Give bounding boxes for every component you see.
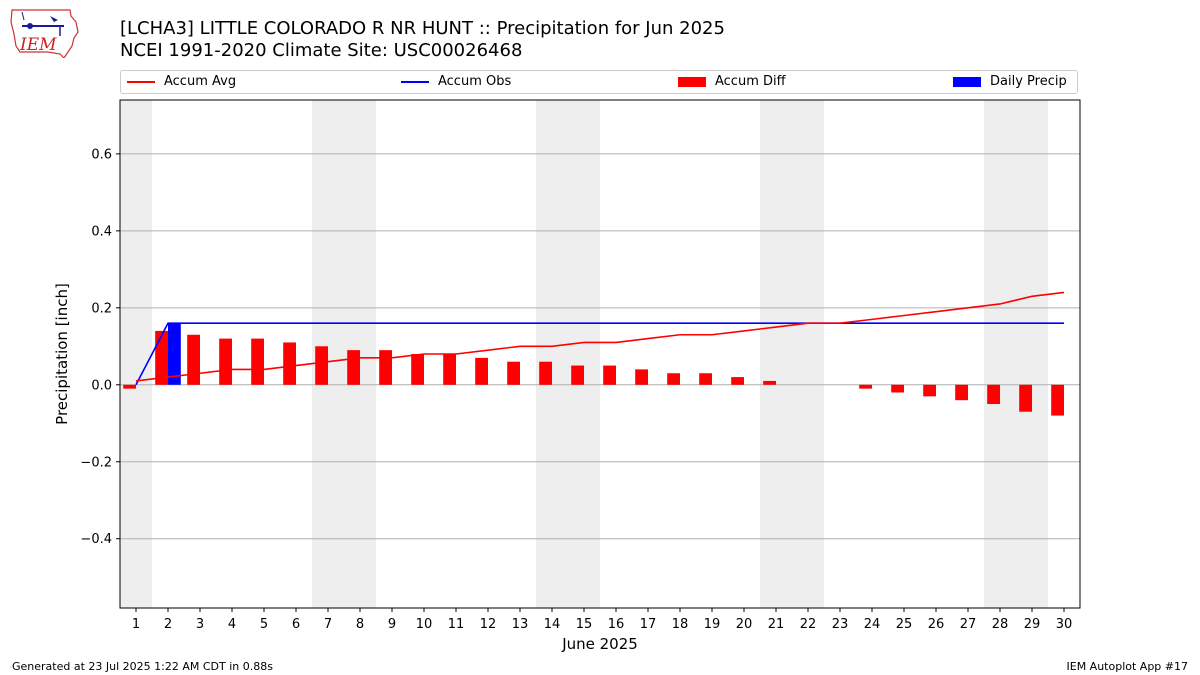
y-tick-label: −0.4 <box>80 532 112 547</box>
y-axis-label: Precipitation [inch] <box>53 283 71 425</box>
diff-bar-day-30 <box>1051 384 1064 416</box>
x-tick-label: 22 <box>800 617 817 632</box>
y-tick-label: 0.2 <box>91 301 112 316</box>
diff-bar-day-2 <box>155 330 168 385</box>
logo-text: IEM <box>19 35 57 55</box>
x-tick-label: 24 <box>864 617 881 632</box>
x-tick-label: 14 <box>544 617 561 632</box>
x-tick-label: 4 <box>228 617 236 632</box>
x-tick-label: 10 <box>416 617 433 632</box>
legend-item-accum-diff: Accum Diff <box>678 74 786 92</box>
y-tick-label: −0.2 <box>80 455 112 470</box>
x-tick-label: 26 <box>928 617 945 632</box>
diff-bar-day-15 <box>571 365 584 385</box>
diff-bar-day-9 <box>379 350 392 385</box>
accum-avg-line <box>135 291 1065 382</box>
legend-swatch-accum-avg <box>127 80 155 83</box>
diff-bar-day-25 <box>891 384 904 393</box>
x-tick-label: 30 <box>1056 617 1073 632</box>
chart-title: [LCHA3] LITTLE COLORADO R NR HUNT :: Pre… <box>120 18 725 39</box>
diff-bar-day-24 <box>859 384 872 389</box>
weekend-shade-2 <box>536 100 600 608</box>
x-tick-label: 20 <box>736 617 753 632</box>
diff-bar-day-27 <box>955 384 968 401</box>
y-tick-label: 0.4 <box>91 224 112 239</box>
x-tick-label: 11 <box>448 617 465 632</box>
x-tick-label: 5 <box>260 617 268 632</box>
x-tick-label: 2 <box>164 617 172 632</box>
x-tick-label: 28 <box>992 617 1009 632</box>
weekend-shade-4 <box>984 100 1048 608</box>
plot-frame <box>119 99 1081 609</box>
diff-bar-day-10 <box>411 354 424 385</box>
legend-item-daily-precip: Daily Precip <box>953 74 1067 92</box>
x-tick-label: 27 <box>960 617 977 632</box>
x-axis-label: June 2025 <box>561 635 638 653</box>
legend-label-daily-precip: Daily Precip <box>990 74 1067 89</box>
diff-bar-day-20 <box>731 377 744 385</box>
x-tick-label: 15 <box>576 617 593 632</box>
legend-label-accum-diff: Accum Diff <box>715 74 786 89</box>
legend-swatch-accum-obs <box>401 80 429 83</box>
x-tick-label: 6 <box>292 617 300 632</box>
x-tick-label: 13 <box>512 617 529 632</box>
diff-bar-day-14 <box>539 361 552 385</box>
legend-swatch-accum-diff <box>678 76 706 87</box>
x-tick-label: 23 <box>832 617 849 632</box>
diff-bar-day-17 <box>635 369 648 385</box>
x-tick-label: 7 <box>324 617 332 632</box>
weekend-shade-3 <box>760 100 824 608</box>
diff-bar-day-21 <box>763 380 776 385</box>
diff-bar-day-28 <box>987 384 1000 405</box>
diff-bar-day-29 <box>1019 384 1032 412</box>
legend-swatch-daily-precip <box>953 76 981 87</box>
legend-label-accum-avg: Accum Avg <box>164 74 237 89</box>
x-tick-label: 17 <box>640 617 657 632</box>
x-tick-label: 19 <box>704 617 721 632</box>
weekend-shade-0 <box>120 100 152 608</box>
diff-bar-day-11 <box>443 354 456 385</box>
legend-label-accum-obs: Accum Obs <box>438 74 512 89</box>
diff-bar-day-4 <box>219 338 232 385</box>
legend: Accum Avg Accum Obs Accum Diff Daily Pre… <box>120 70 1078 94</box>
diff-bar-day-16 <box>603 365 616 385</box>
x-tick-label: 12 <box>480 617 497 632</box>
app-credit: IEM Autoplot App #17 <box>1066 660 1189 673</box>
x-tick-label: 8 <box>356 617 364 632</box>
x-tick-label: 25 <box>896 617 913 632</box>
x-tick-label: 3 <box>196 617 204 632</box>
x-tick-label: 21 <box>768 617 785 632</box>
diff-bar-day-26 <box>923 384 936 397</box>
diff-bar-day-19 <box>699 373 712 385</box>
diff-bar-day-13 <box>507 361 520 385</box>
iem-logo: IEM <box>10 9 79 58</box>
x-tick-label: 1 <box>132 617 140 632</box>
accum-obs-line <box>135 322 1064 386</box>
daily-bar-day-2 <box>168 323 181 385</box>
y-tick-label: 0.0 <box>91 378 112 393</box>
y-tick-label: 0.6 <box>91 147 112 162</box>
diff-bar-day-7 <box>315 346 328 385</box>
x-tick-label: 29 <box>1024 617 1041 632</box>
legend-item-accum-avg: Accum Avg <box>127 74 236 92</box>
diff-bar-day-18 <box>667 373 680 385</box>
x-tick-label: 9 <box>388 617 396 632</box>
x-tick-label: 16 <box>608 617 625 632</box>
diff-bar-day-12 <box>475 357 488 385</box>
diff-bar-day-5 <box>251 338 264 385</box>
diff-bar-day-6 <box>283 342 296 385</box>
chart-subtitle: NCEI 1991-2020 Climate Site: USC00026468 <box>120 40 523 61</box>
diff-bar-day-8 <box>347 350 360 385</box>
legend-item-accum-obs: Accum Obs <box>401 74 511 92</box>
generated-timestamp: Generated at 23 Jul 2025 1:22 AM CDT in … <box>12 660 273 673</box>
diff-bar-day-3 <box>187 334 200 385</box>
x-tick-label: 18 <box>672 617 689 632</box>
diff-bar-day-1 <box>123 384 136 389</box>
